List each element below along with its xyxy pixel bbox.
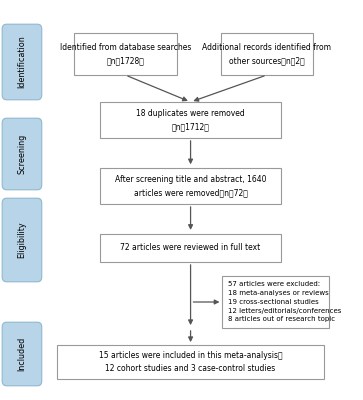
- Text: Additional records identified from
other sources（n＝2）: Additional records identified from other…: [202, 43, 331, 65]
- FancyBboxPatch shape: [222, 276, 330, 328]
- Text: 57 articles were excluded:
18 meta-analyses or reviews
19 cross-sectional studie: 57 articles were excluded: 18 meta-analy…: [228, 282, 341, 322]
- FancyBboxPatch shape: [100, 168, 281, 204]
- FancyBboxPatch shape: [220, 33, 313, 75]
- FancyBboxPatch shape: [2, 322, 42, 386]
- Text: Included: Included: [17, 337, 26, 371]
- Text: Identified from database searches
（n＝1728）: Identified from database searches （n＝172…: [60, 43, 191, 65]
- FancyBboxPatch shape: [73, 33, 177, 75]
- Text: Screening: Screening: [17, 134, 26, 174]
- Text: 15 articles were included in this meta-analysis：
12 cohort studies and 3 case-co: 15 articles were included in this meta-a…: [99, 351, 282, 373]
- Text: After screening title and abstract, 1640
articles were removed（n＝72）: After screening title and abstract, 1640…: [115, 175, 266, 197]
- FancyBboxPatch shape: [57, 345, 324, 379]
- FancyBboxPatch shape: [100, 234, 281, 262]
- Text: 72 articles were reviewed in full text: 72 articles were reviewed in full text: [121, 244, 261, 252]
- FancyBboxPatch shape: [100, 102, 281, 138]
- FancyBboxPatch shape: [2, 24, 42, 100]
- FancyBboxPatch shape: [2, 118, 42, 190]
- Text: 18 duplicates were removed
（n＝1712）: 18 duplicates were removed （n＝1712）: [136, 109, 245, 131]
- FancyBboxPatch shape: [2, 198, 42, 282]
- Text: Identification: Identification: [17, 36, 26, 88]
- Text: Eligibility: Eligibility: [17, 222, 26, 258]
